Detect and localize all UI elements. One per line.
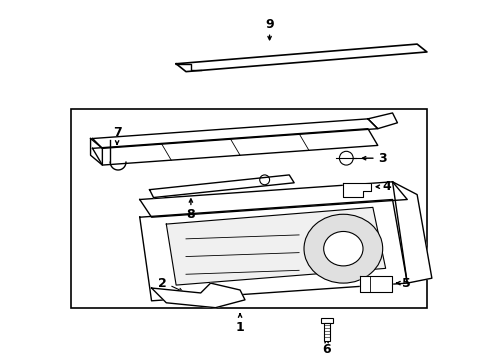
Polygon shape [151,283,244,308]
Polygon shape [90,139,102,165]
Bar [71,109,426,308]
Text: 1: 1 [235,321,244,334]
Polygon shape [140,182,407,217]
Polygon shape [149,175,294,198]
Text: 7: 7 [113,126,121,139]
Circle shape [339,151,352,165]
Polygon shape [166,207,385,285]
Ellipse shape [323,231,362,266]
Bar [323,323,329,341]
Ellipse shape [304,214,382,283]
Polygon shape [359,276,391,292]
Polygon shape [92,119,377,148]
Polygon shape [367,113,397,129]
Text: 9: 9 [264,18,273,31]
Text: 4: 4 [382,180,391,193]
Polygon shape [140,199,407,301]
Polygon shape [176,44,426,72]
Polygon shape [392,182,431,283]
Polygon shape [92,129,377,165]
Polygon shape [343,183,370,197]
Text: 5: 5 [402,276,410,289]
Bar [320,318,332,323]
Text: 8: 8 [186,208,195,221]
Text: 2: 2 [157,276,166,289]
Text: 6: 6 [322,342,330,356]
Text: 3: 3 [377,152,386,165]
